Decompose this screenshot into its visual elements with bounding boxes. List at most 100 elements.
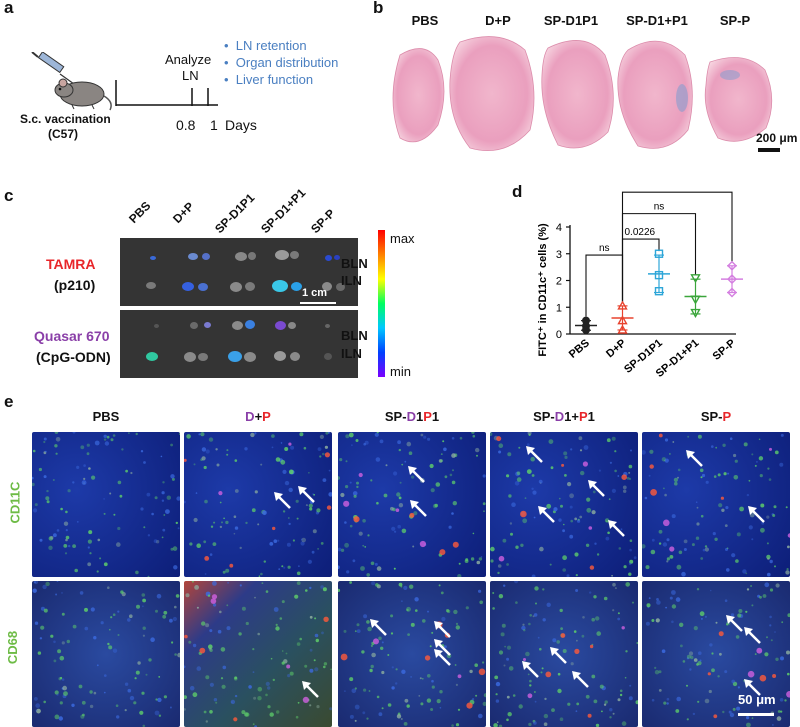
- e-column-header: D+P: [184, 409, 332, 424]
- arrow-icon: [608, 520, 625, 537]
- e-column-header: SP-D1+P1: [490, 409, 638, 424]
- c-header-dp: D+P: [170, 199, 197, 226]
- tick-1: 1: [210, 117, 218, 133]
- row-label-cd11c: CD11C: [7, 481, 23, 524]
- colorbar-min-label: min: [390, 364, 411, 379]
- chart-y-label: FITC⁺ in CD11c⁺ cells (%): [537, 223, 549, 357]
- e-header-fragment: 1: [431, 409, 440, 424]
- c-scale-bar-label: 1 cm: [302, 287, 328, 299]
- analyze-label: Analyze: [165, 52, 212, 67]
- e-header-fragment: SP-: [533, 409, 555, 424]
- dye2-target: (CpG-ODN): [36, 349, 111, 365]
- micrograph-texture: [338, 581, 486, 727]
- micrograph: [32, 581, 180, 727]
- c-header-spd1p1: SP-D1P1: [212, 190, 258, 236]
- comparison-bracket: [621, 238, 660, 302]
- x-category-label: PBS: [567, 337, 592, 361]
- arrow-icon: [522, 661, 539, 678]
- e-header-fragment: D: [406, 409, 416, 424]
- c-header-pbs: PBS: [126, 198, 154, 226]
- c-bln-label-1: BLN: [341, 256, 368, 271]
- syringe-icon: [31, 52, 75, 85]
- arrow-icon: [526, 446, 543, 463]
- y-tick-label: 1: [556, 302, 562, 314]
- c-scale-bar: [300, 302, 336, 304]
- arrow-icon: [538, 506, 555, 523]
- e-header-fragment: D: [554, 409, 565, 424]
- e-header-fragment: SP-: [700, 409, 723, 424]
- mouse-injection-illustration: [31, 52, 112, 111]
- section-pbs: [392, 48, 445, 143]
- arrow-icon: [744, 627, 761, 644]
- arrow-icon: [588, 480, 605, 497]
- b-scale-bar-label: 200 μm: [756, 131, 798, 145]
- arrow-icon: [434, 639, 451, 656]
- micrograph-texture: [492, 581, 638, 727]
- data-point: [727, 260, 737, 271]
- data-point: [654, 270, 664, 280]
- arrow-icon: [370, 619, 387, 636]
- section-spd1p1: [541, 40, 614, 149]
- panel-label-b: b: [373, 0, 384, 17]
- row-label-cd68: CD68: [5, 630, 21, 665]
- arrow-icon: [298, 486, 315, 503]
- e-header-fragment: PBS: [92, 409, 120, 424]
- bullet-ln-retention: • LN retention: [224, 38, 307, 53]
- arrow-icon: [434, 621, 451, 638]
- arrow-icon: [408, 466, 425, 483]
- data-point: [617, 315, 628, 325]
- comparison-bracket: [621, 191, 733, 302]
- comparison-bracket: [585, 254, 624, 317]
- arrow-icon: [744, 679, 761, 696]
- e-header-fragment: P: [262, 409, 271, 424]
- x-category-label: D+P: [604, 337, 628, 360]
- data-point: [654, 249, 664, 258]
- e-header-fragment: P: [722, 409, 732, 424]
- micrograph: [32, 432, 180, 577]
- b-scale-bar: [758, 148, 780, 152]
- panel-label-c: c: [4, 186, 14, 205]
- arrow-icon: [686, 450, 703, 467]
- e-column-header: SP-D1P1: [338, 409, 486, 424]
- dye2-name: Quasar 670: [34, 328, 110, 344]
- arrow-icon: [550, 647, 567, 664]
- data-point: [727, 274, 737, 285]
- micrograph: [338, 432, 486, 577]
- data-point: [654, 286, 664, 296]
- e-header-fragment: +: [254, 409, 263, 424]
- dye1-name: TAMRA: [46, 256, 96, 272]
- micrograph-texture: [184, 581, 332, 727]
- bullet-organ-distribution: • Organ distribution: [224, 55, 339, 70]
- y-tick-label: 4: [556, 222, 562, 234]
- panel-label-a: a: [4, 0, 14, 17]
- section-spd1plusp1: [617, 40, 693, 149]
- mouse-strain-caption: (C57): [48, 127, 79, 141]
- micrograph: [490, 581, 638, 727]
- e-header-fragment: 1: [587, 409, 595, 424]
- arrow-icon: [302, 681, 319, 698]
- data-point: [690, 274, 701, 284]
- micrograph-texture: [338, 432, 486, 577]
- data-point: [727, 287, 737, 298]
- days-label: Days: [225, 117, 257, 133]
- x-category-label: SP-P: [711, 337, 738, 363]
- y-tick-label: 3: [556, 249, 562, 261]
- colorbar: [378, 230, 385, 377]
- mouse-icon: [54, 78, 112, 111]
- b-header-spd1plusp1: SP-D1+P1: [626, 13, 688, 28]
- arrow-icon: [572, 671, 589, 688]
- arrow-icon: [726, 615, 743, 632]
- c-header-spd1plusp1: SP-D1+P1: [258, 185, 309, 236]
- arrow-icon: [274, 492, 291, 509]
- e-scale-bar-label: 50 μm: [738, 692, 776, 707]
- b-header-spd1p1: SP-D1P1: [543, 13, 599, 28]
- arrow-icon: [410, 500, 427, 517]
- data-point: [582, 325, 590, 334]
- timeline: [115, 80, 218, 106]
- comparison-label: ns: [599, 243, 610, 254]
- e-header-fragment: P: [423, 409, 432, 424]
- micrograph: [490, 432, 638, 577]
- e-scale-bar: [738, 713, 774, 716]
- colorbar-max-label: max: [390, 231, 415, 246]
